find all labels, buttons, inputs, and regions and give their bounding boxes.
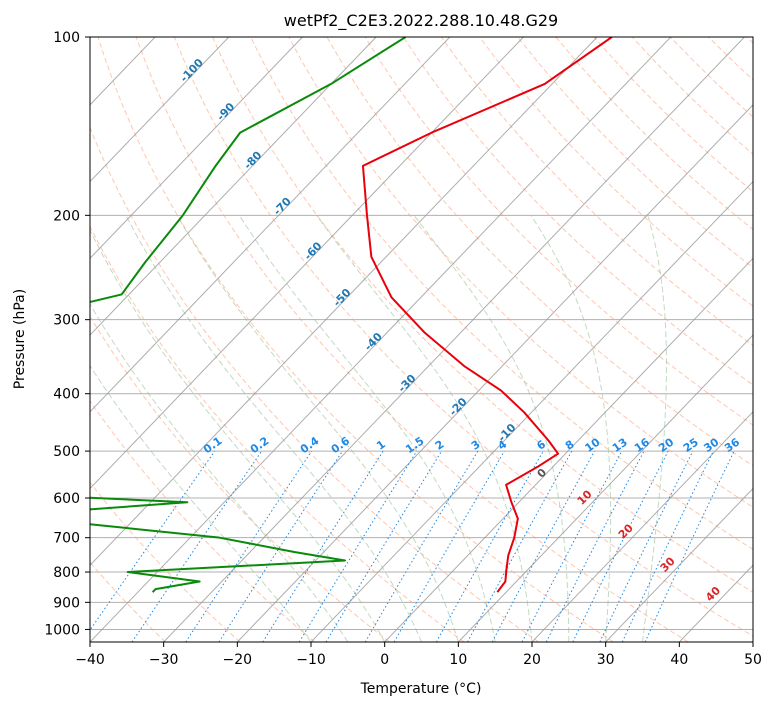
y-tick-label: 1000 xyxy=(44,622,80,638)
mixing-ratio-line xyxy=(90,450,216,631)
dry-adiabat xyxy=(90,400,316,642)
isotherm-line xyxy=(163,37,745,642)
dewpoint-line xyxy=(90,37,407,593)
isotherm-line xyxy=(531,411,753,642)
x-axis-label: Temperature (°C) xyxy=(360,681,482,697)
isotherm-line xyxy=(236,104,753,642)
x-tick-label: 50 xyxy=(744,652,762,668)
isotherm-line xyxy=(384,257,753,642)
sounding-series xyxy=(90,37,613,593)
mixing-ratio-line xyxy=(298,450,418,642)
isotherm-line xyxy=(90,37,377,336)
isotherm-line xyxy=(90,37,230,183)
y-tick-label: 400 xyxy=(53,387,80,403)
isotherm-line xyxy=(605,487,753,642)
axes: −40 −30 −20 −10 0 10 20 30 40 50 100 200 300 400 500 60… xyxy=(44,30,762,668)
mixing-ratio-line xyxy=(572,450,669,642)
y-tick-label: 700 xyxy=(53,531,80,547)
mixing-ratio-line xyxy=(545,450,645,642)
mixing-ratio-line xyxy=(185,450,313,642)
x-tick-label: −40 xyxy=(75,652,105,668)
y-tick-label: 100 xyxy=(53,30,80,46)
moist-adiabat xyxy=(642,215,667,642)
y-tick-label: 300 xyxy=(53,313,80,329)
x-tick-label: −10 xyxy=(296,652,326,668)
mixing-ratio-line xyxy=(325,450,443,642)
x-tick-label: 10 xyxy=(449,652,467,668)
x-tick-label: −30 xyxy=(149,652,179,668)
y-axis-label: Pressure (hPa) xyxy=(12,289,28,389)
y-tick-label: 600 xyxy=(53,491,80,507)
dry-adiabat xyxy=(97,37,614,642)
x-tick-label: 40 xyxy=(670,652,688,668)
x-tick-label: 30 xyxy=(597,652,615,668)
dry-adiabat xyxy=(135,37,689,642)
isotherm-line xyxy=(457,334,753,642)
dry-adiabat xyxy=(440,37,753,346)
moist-adiabat xyxy=(316,215,533,642)
x-tick-label: 20 xyxy=(523,652,541,668)
y-tick-label: 500 xyxy=(53,444,80,460)
dry-adiabat xyxy=(90,561,166,642)
dry-adiabat xyxy=(211,37,753,593)
isotherm-line xyxy=(90,37,303,260)
isotherm-line xyxy=(310,180,753,642)
mixing-ratio-line xyxy=(435,450,544,642)
mixing-ratio-line xyxy=(491,450,595,642)
dry-adiabat xyxy=(364,37,753,426)
mixing-ratio-line xyxy=(131,450,263,642)
moist-adiabat xyxy=(90,302,349,642)
isotherm-line xyxy=(90,37,598,566)
isotherm-line xyxy=(90,37,451,413)
mixing-ratio-line xyxy=(467,450,573,642)
mixing-ratio-line xyxy=(262,450,384,642)
x-tick-label: −20 xyxy=(223,652,253,668)
moist-adiabat xyxy=(90,229,386,642)
moist-adiabat xyxy=(176,215,459,642)
plot-frame xyxy=(89,36,754,643)
isotherm-line xyxy=(90,37,524,490)
dry-adiabat xyxy=(479,37,753,307)
y-tick-label: 900 xyxy=(53,595,80,611)
y-tick-label: 800 xyxy=(53,565,80,581)
dry-adiabat xyxy=(288,37,753,508)
dry-adiabat xyxy=(90,315,390,642)
x-tick-label: 0 xyxy=(380,652,389,668)
moist-adiabat xyxy=(530,215,612,642)
moist-adiabat xyxy=(90,364,312,642)
temperature-line xyxy=(361,37,613,593)
isotherm-line xyxy=(90,37,672,642)
chart-title: wetPf2_C2E3.2022.288.10.48.G29 xyxy=(284,11,558,31)
moist-adiabat xyxy=(238,215,496,642)
background-lines xyxy=(90,37,753,642)
moist-adiabat xyxy=(125,215,422,642)
y-tick-label: 200 xyxy=(53,208,80,224)
dry-adiabat xyxy=(90,126,540,642)
